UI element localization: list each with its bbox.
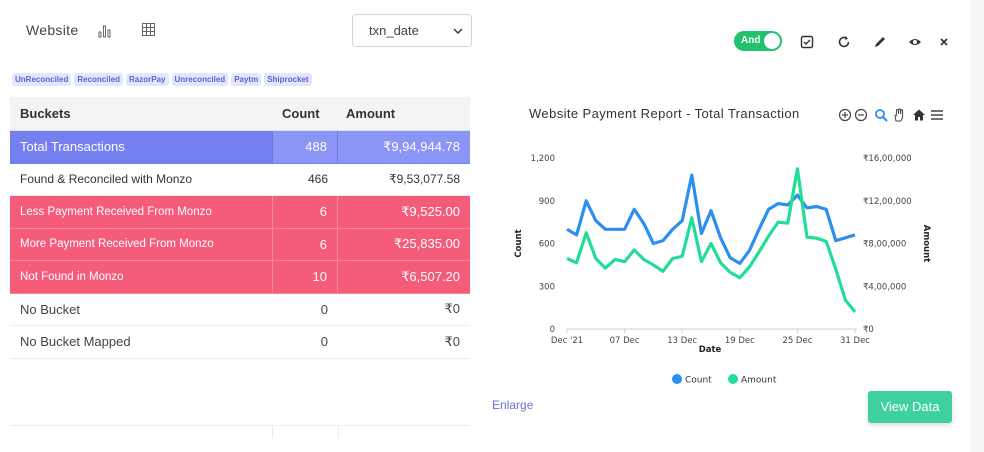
table-row[interactable]: Not Found in Monzo 10 ₹6,507.20 (10, 261, 470, 294)
x-tick-label: 31 Dec (840, 336, 870, 346)
amount-cell: ₹25,835.00 (393, 236, 460, 252)
chevron-down-icon (453, 28, 463, 34)
count-cell: 10 (272, 261, 338, 293)
refresh-icon[interactable] (837, 35, 851, 49)
table-footer (10, 425, 470, 438)
x-axis-title: Date (699, 345, 722, 355)
page-title: Website (26, 22, 79, 38)
date-field-select[interactable]: txn_date (352, 14, 472, 47)
y-tick-label: 300 (539, 282, 555, 292)
y2-tick-label: ₹0 (863, 325, 874, 335)
payment-line-chart: 0 300 600 900 1,200 ₹0 ₹4,00,000 ₹8,00,000 ₹12,0… (514, 154, 931, 386)
legend-label: Count (685, 376, 712, 386)
amount-cell: ₹6,507.20 (401, 268, 460, 284)
eye-icon[interactable] (908, 35, 922, 49)
filter-chips: UnReconciled Reconciled RazorPay Unrecon… (12, 73, 312, 86)
amount-cell: ₹9,53,077.58 (388, 172, 460, 187)
table-row[interactable]: More Payment Received From Monzo 6 ₹25,8… (10, 228, 470, 261)
count-cell: 6 (272, 228, 338, 260)
column-header[interactable]: Count (282, 106, 320, 121)
chart-title: Website Payment Report - Total Transacti… (529, 106, 800, 121)
amount-cell: ₹9,525.00 (401, 203, 460, 219)
checkbox-icon[interactable] (800, 35, 814, 49)
bucket-cell: No Bucket (20, 301, 80, 317)
y-tick-label: 1,200 (531, 154, 555, 164)
home-icon[interactable] (912, 108, 926, 122)
count-cell: 0 (320, 301, 328, 317)
view-data-button[interactable]: View Data (868, 391, 952, 423)
table-header: Buckets Count Amount (10, 97, 470, 131)
bucket-cell: Not Found in Monzo (20, 270, 124, 283)
table-row[interactable]: No Bucket Mapped 0 ₹0 (10, 326, 470, 359)
scrollbar-track[interactable] (970, 0, 984, 452)
amount-cell: ₹9,94,944.78 (338, 131, 470, 163)
edit-icon[interactable] (873, 35, 887, 49)
select-value: txn_date (369, 23, 419, 38)
chip[interactable]: Reconciled (74, 73, 124, 86)
toggle-label: And (741, 35, 761, 46)
chip[interactable]: Shiprocket (264, 73, 312, 86)
legend-marker-count (672, 374, 682, 384)
toggle-knob (764, 33, 780, 49)
count-cell: 6 (272, 196, 338, 228)
menu-icon[interactable] (930, 108, 944, 122)
bucket-cell: Found & Reconciled with Monzo (20, 172, 193, 187)
buckets-table: Buckets Count Amount Total Transactions … (10, 97, 470, 359)
count-cell: 0 (320, 334, 328, 350)
y-tick-label: 600 (539, 240, 555, 250)
table-row[interactable]: Less Payment Received From Monzo 6 ₹9,52… (10, 196, 470, 229)
column-header[interactable]: Buckets (20, 106, 71, 121)
y2-tick-label: ₹4,00,000 (863, 282, 906, 292)
column-header[interactable]: Amount (346, 106, 396, 121)
bar-chart-icon[interactable] (98, 24, 112, 38)
table-icon[interactable] (142, 23, 155, 36)
y2-tick-label: ₹12,00,000 (863, 197, 912, 207)
x-tick-label: 13 Dec (667, 336, 697, 346)
chip[interactable]: Unreconciled (171, 73, 229, 86)
bucket-cell: No Bucket Mapped (20, 334, 131, 350)
bucket-cell: Total Transactions (20, 139, 125, 155)
bucket-cell: More Payment Received From Monzo (20, 238, 214, 251)
table-row[interactable]: No Bucket 0 ₹0 (10, 293, 470, 326)
search-zoom-icon[interactable] (874, 108, 888, 122)
chip[interactable]: UnReconciled (12, 73, 72, 86)
legend-marker-amount (728, 374, 738, 384)
x-tick-label: 25 Dec (782, 336, 812, 346)
amount-cell: ₹0 (444, 301, 460, 317)
x-tick-label: Dec '21 (551, 336, 583, 346)
y-axis-title: Count (514, 229, 524, 257)
enlarge-link[interactable]: Enlarge (492, 398, 534, 412)
y2-axis-title: Amount (921, 225, 931, 262)
y-tick-label: 0 (550, 325, 555, 335)
table-row[interactable]: Found & Reconciled with Monzo 466 ₹9,53,… (10, 163, 470, 196)
zoom-out-icon[interactable] (854, 108, 868, 122)
chip[interactable]: RazorPay (126, 73, 169, 86)
count-cell: 466 (307, 172, 328, 187)
bucket-cell: Less Payment Received From Monzo (20, 205, 212, 218)
zoom-in-icon[interactable] (838, 108, 852, 122)
legend-label: Amount (741, 376, 777, 386)
series-line-count (566, 173, 856, 266)
y2-tick-label: ₹8,00,000 (863, 240, 906, 250)
close-icon[interactable] (937, 35, 951, 49)
x-tick-label: 19 Dec (725, 336, 755, 346)
series-line-amount (566, 167, 857, 313)
x-tick-label: 07 Dec (610, 336, 640, 346)
chip[interactable]: Paytm (231, 73, 262, 86)
pan-hand-icon[interactable] (892, 108, 906, 122)
and-toggle[interactable]: And (734, 31, 782, 51)
table-row[interactable]: Total Transactions 488 ₹9,94,944.78 (10, 131, 470, 164)
amount-cell: ₹0 (444, 333, 460, 349)
y-tick-label: 900 (539, 197, 555, 207)
count-cell: 488 (272, 131, 338, 163)
y2-tick-label: ₹16,00,000 (863, 154, 912, 164)
